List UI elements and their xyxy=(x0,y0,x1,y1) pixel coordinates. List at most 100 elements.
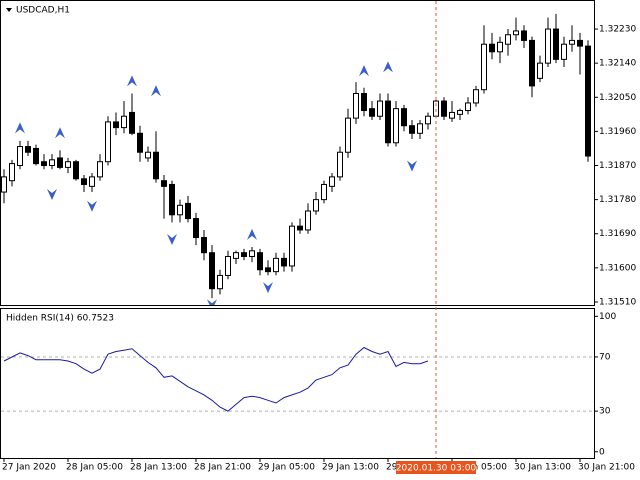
candle-body xyxy=(305,210,311,231)
candle-body xyxy=(273,257,279,273)
y-tick-label: 1.31690 xyxy=(599,229,636,239)
candle-body xyxy=(169,183,175,216)
candle-body xyxy=(185,202,191,220)
candle-body xyxy=(281,257,287,267)
candle-body xyxy=(361,92,367,112)
x-tick-label: 30 Jan 13:00 xyxy=(514,463,571,473)
candle-body xyxy=(49,159,55,167)
candle-body xyxy=(329,176,335,187)
candle-body xyxy=(129,111,135,134)
rsi-panel xyxy=(0,308,595,459)
x-tick-label: 30 Jan 21:00 xyxy=(578,463,635,473)
y-tick-label: 1.31870 xyxy=(599,161,636,171)
y-tick-label: 1.31510 xyxy=(599,297,636,307)
candle-body xyxy=(137,132,143,153)
candle-body xyxy=(569,39,575,45)
rsi-tick-label: 100 xyxy=(599,312,616,322)
candle-body xyxy=(177,204,183,216)
y-tick-label: 1.31780 xyxy=(599,195,636,205)
crosshair-box xyxy=(396,461,476,474)
candle-body xyxy=(577,39,583,47)
candle-body xyxy=(441,100,447,117)
candle-body xyxy=(385,100,391,144)
y-tick-label: 1.31960 xyxy=(599,127,636,137)
candle-body xyxy=(225,255,231,276)
symbol-menu-icon[interactable] xyxy=(6,8,12,12)
up-arrow xyxy=(247,228,257,240)
rsi-label: Hidden RSI(14) 60.7523 xyxy=(6,314,114,324)
candle-body xyxy=(9,163,15,182)
rsi-tick-label: 70 xyxy=(599,352,611,362)
candle-body xyxy=(105,121,111,163)
y-tick-label: 1.32230 xyxy=(599,25,636,35)
candle-body xyxy=(537,62,543,79)
candle-body xyxy=(513,30,519,36)
down-arrow xyxy=(87,200,97,212)
y-tick-label: 1.32050 xyxy=(599,93,636,103)
candle-body xyxy=(89,176,95,187)
candle-body xyxy=(585,45,591,157)
candle-body xyxy=(233,252,239,259)
x-tick-label: 28 Jan 21:00 xyxy=(194,463,251,473)
candle-body xyxy=(377,100,383,117)
down-arrow xyxy=(407,160,417,172)
rsi-line xyxy=(3,346,429,412)
price-panel xyxy=(0,0,595,306)
down-arrow xyxy=(47,188,57,200)
candle-body xyxy=(217,274,223,290)
candle-body xyxy=(505,34,511,45)
candle-body xyxy=(145,151,151,159)
candle-body xyxy=(249,250,255,257)
candle-body xyxy=(529,39,535,87)
x-tick-label: 29 Jan 05:00 xyxy=(258,463,315,473)
candle-body xyxy=(561,43,567,60)
down-arrow xyxy=(167,234,177,246)
candle-body xyxy=(201,237,207,254)
candle-body xyxy=(297,225,303,231)
down-arrow xyxy=(263,282,273,294)
candle-body xyxy=(257,252,263,271)
candle-body xyxy=(57,157,63,168)
candle-body xyxy=(1,176,7,193)
candle-body xyxy=(65,161,71,168)
candle-body xyxy=(345,117,351,153)
candle-body xyxy=(489,43,495,53)
candle-body xyxy=(289,225,295,267)
candle-body xyxy=(81,178,87,185)
candle-body xyxy=(481,43,487,91)
up-arrow xyxy=(15,122,25,134)
candle-body xyxy=(553,28,559,60)
candle-body xyxy=(265,267,271,273)
candle-body xyxy=(409,125,415,134)
up-arrow xyxy=(55,127,65,139)
candle-body xyxy=(521,30,527,41)
candle-body xyxy=(545,28,551,64)
candle-body xyxy=(41,161,47,167)
candle-body xyxy=(465,102,471,112)
candle-body xyxy=(241,252,247,257)
candle-body xyxy=(153,151,159,180)
candle-body xyxy=(193,218,199,239)
candle-body xyxy=(73,161,79,180)
candle-body xyxy=(425,115,431,125)
candle-body xyxy=(313,199,319,212)
candle-body xyxy=(113,121,119,129)
candle-body xyxy=(497,41,503,53)
candle-body xyxy=(161,180,167,187)
y-tick-label: 1.31600 xyxy=(599,263,636,273)
y-tick-label: 1.32140 xyxy=(599,59,636,69)
candle-body xyxy=(209,252,215,290)
up-arrow xyxy=(151,85,161,97)
up-arrow xyxy=(127,75,137,87)
candle-body xyxy=(457,110,463,115)
rsi-tick-label: 0 xyxy=(599,447,605,457)
candle-body xyxy=(449,111,455,119)
x-tick-label: 27 Jan 2020 xyxy=(2,463,56,473)
candle-body xyxy=(17,146,23,167)
up-arrow xyxy=(359,65,369,77)
candle-body xyxy=(473,89,479,104)
x-tick-label: 28 Jan 05:00 xyxy=(66,463,123,473)
candle-body xyxy=(401,108,407,127)
x-tick-label: 30 Jan 05:00 xyxy=(450,463,507,473)
